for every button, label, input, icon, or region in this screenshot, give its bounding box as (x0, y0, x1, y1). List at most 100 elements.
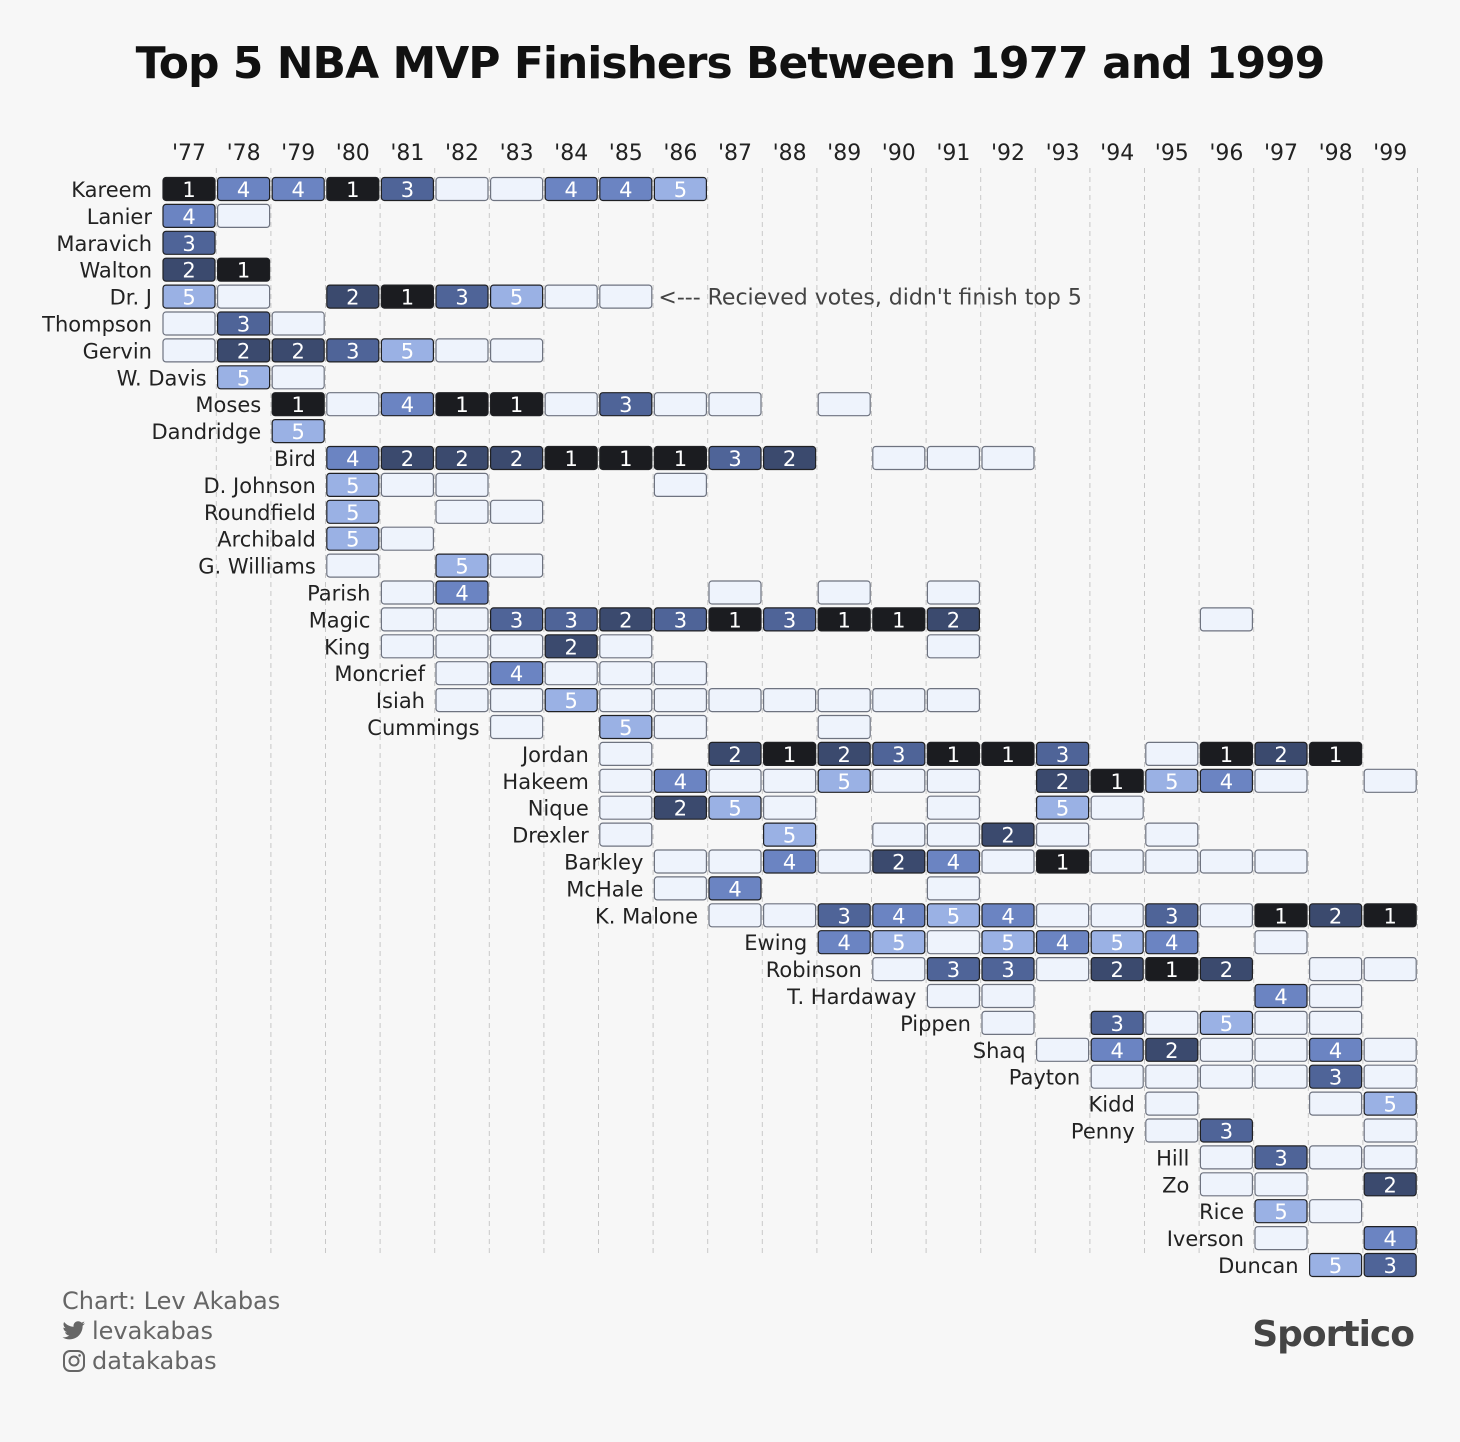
rank-cell (544, 687, 598, 713)
rank-cell (817, 768, 871, 793)
votes-cell (926, 876, 981, 901)
votes-cell (1199, 849, 1254, 874)
votes-cell (1199, 1064, 1254, 1089)
rank-label: 2 (346, 286, 359, 310)
rank-cell (326, 284, 380, 309)
rank-cell (326, 445, 380, 471)
player-label: Magic (309, 608, 371, 632)
player-label: Parish (307, 582, 370, 606)
votes-cell (981, 1010, 1035, 1036)
rank-label: 1 (1274, 904, 1287, 928)
player-label: McHale (566, 877, 643, 901)
credit-instagram: datakabas (62, 1346, 280, 1376)
rank-label: 5 (455, 555, 468, 579)
rank-cell (1254, 1145, 1308, 1170)
player-label: Penny (1071, 1120, 1135, 1144)
votes-cell (981, 445, 1035, 471)
votes-cell (599, 822, 653, 847)
instagram-icon (63, 1350, 85, 1372)
rank-cell (1308, 903, 1363, 928)
rank-label: 2 (674, 797, 687, 821)
rank-label: 1 (510, 393, 523, 417)
votes-cell (1145, 822, 1199, 847)
rank-label: 3 (1220, 1120, 1233, 1144)
player-label: G. Williams (198, 555, 316, 579)
votes-cell (490, 176, 544, 202)
votes-cell (1254, 930, 1308, 955)
rank-label: 4 (728, 877, 741, 901)
year-label: '79 (281, 141, 315, 166)
year-label: '90 (882, 141, 916, 166)
rank-cell (1145, 930, 1199, 955)
votes-cell (1363, 956, 1417, 982)
rank-label: 1 (947, 743, 960, 767)
rank-label: 5 (1001, 931, 1014, 955)
chart-title: Top 5 NBA MVP Finishers Between 1977 and… (135, 38, 1326, 89)
player-label: Iverson (1167, 1227, 1244, 1251)
rank-cell (1363, 1225, 1417, 1251)
annotation-text: <--- Recieved votes, didn't finish top 5 (658, 286, 1081, 311)
rank-label: 1 (1220, 743, 1233, 767)
rank-cell (708, 795, 762, 820)
rank-label: 3 (1056, 743, 1069, 767)
rank-cell (162, 176, 216, 202)
votes-cell (1199, 607, 1254, 632)
votes-cell (490, 553, 544, 578)
player-label: K. Malone (595, 904, 698, 928)
rank-label: 1 (619, 447, 632, 471)
year-label: '78 (227, 141, 261, 166)
rank-label: 1 (892, 608, 905, 632)
rank-label: 2 (1274, 743, 1287, 767)
votes-cell (1035, 822, 1090, 847)
rank-label: 3 (565, 608, 578, 632)
votes-cell (1145, 741, 1199, 767)
rank-cell (926, 903, 981, 928)
votes-cell (1254, 1037, 1308, 1062)
rank-cell (217, 257, 271, 282)
rank-label: 3 (182, 232, 195, 256)
votes-cell (544, 284, 598, 309)
rank-cell (981, 822, 1035, 847)
votes-cell (271, 365, 325, 390)
votes-cell (435, 634, 489, 659)
votes-cell (162, 338, 216, 363)
player-label: Bird (274, 447, 316, 471)
rank-cell (1308, 741, 1363, 767)
rank-label: 1 (182, 178, 195, 202)
rank-cell (435, 553, 489, 578)
rank-label: 5 (783, 824, 796, 848)
rank-cell (380, 338, 434, 363)
votes-cell (1199, 1172, 1254, 1197)
rank-cell (1035, 849, 1090, 874)
votes-cell (1363, 1145, 1417, 1170)
rank-label: 5 (510, 286, 523, 310)
rank-cell (1308, 1252, 1363, 1278)
rank-label: 4 (1329, 1039, 1342, 1063)
votes-cell (981, 983, 1035, 1009)
votes-cell (544, 661, 598, 686)
rank-label: 4 (1384, 1227, 1397, 1251)
rank-cell (817, 741, 871, 767)
votes-cell (599, 768, 653, 793)
rank-cell (653, 445, 708, 471)
credit-author: Chart: Lev Akabas (62, 1286, 280, 1316)
year-label: '97 (1264, 141, 1298, 166)
rank-cell (1145, 903, 1199, 928)
rank-label: 1 (1001, 743, 1014, 767)
votes-cell (817, 580, 871, 605)
rank-label: 4 (401, 393, 414, 417)
rank-label: 1 (1056, 851, 1069, 875)
rank-label: 5 (182, 286, 195, 310)
rank-label: 2 (838, 743, 851, 767)
votes-cell (872, 822, 926, 847)
rank-cell (490, 661, 544, 686)
rank-cell (217, 338, 271, 363)
votes-cell (1308, 983, 1363, 1009)
rank-cell (762, 445, 817, 471)
rank-cell (544, 634, 598, 659)
rank-label: 5 (346, 501, 359, 525)
player-label: Rice (1199, 1200, 1244, 1224)
rank-cell (490, 607, 544, 632)
rank-label: 3 (947, 958, 960, 982)
votes-cell (1254, 1010, 1308, 1036)
